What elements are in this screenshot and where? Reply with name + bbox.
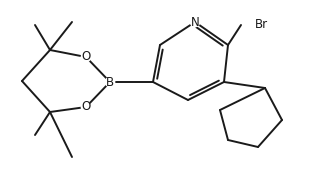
Text: O: O <box>81 51 91 64</box>
Circle shape <box>105 77 115 87</box>
Text: N: N <box>191 15 199 28</box>
Circle shape <box>81 102 91 112</box>
Text: O: O <box>81 100 91 114</box>
Circle shape <box>190 17 200 27</box>
Circle shape <box>81 52 91 62</box>
Text: B: B <box>106 75 114 89</box>
Text: Br: Br <box>255 19 268 32</box>
